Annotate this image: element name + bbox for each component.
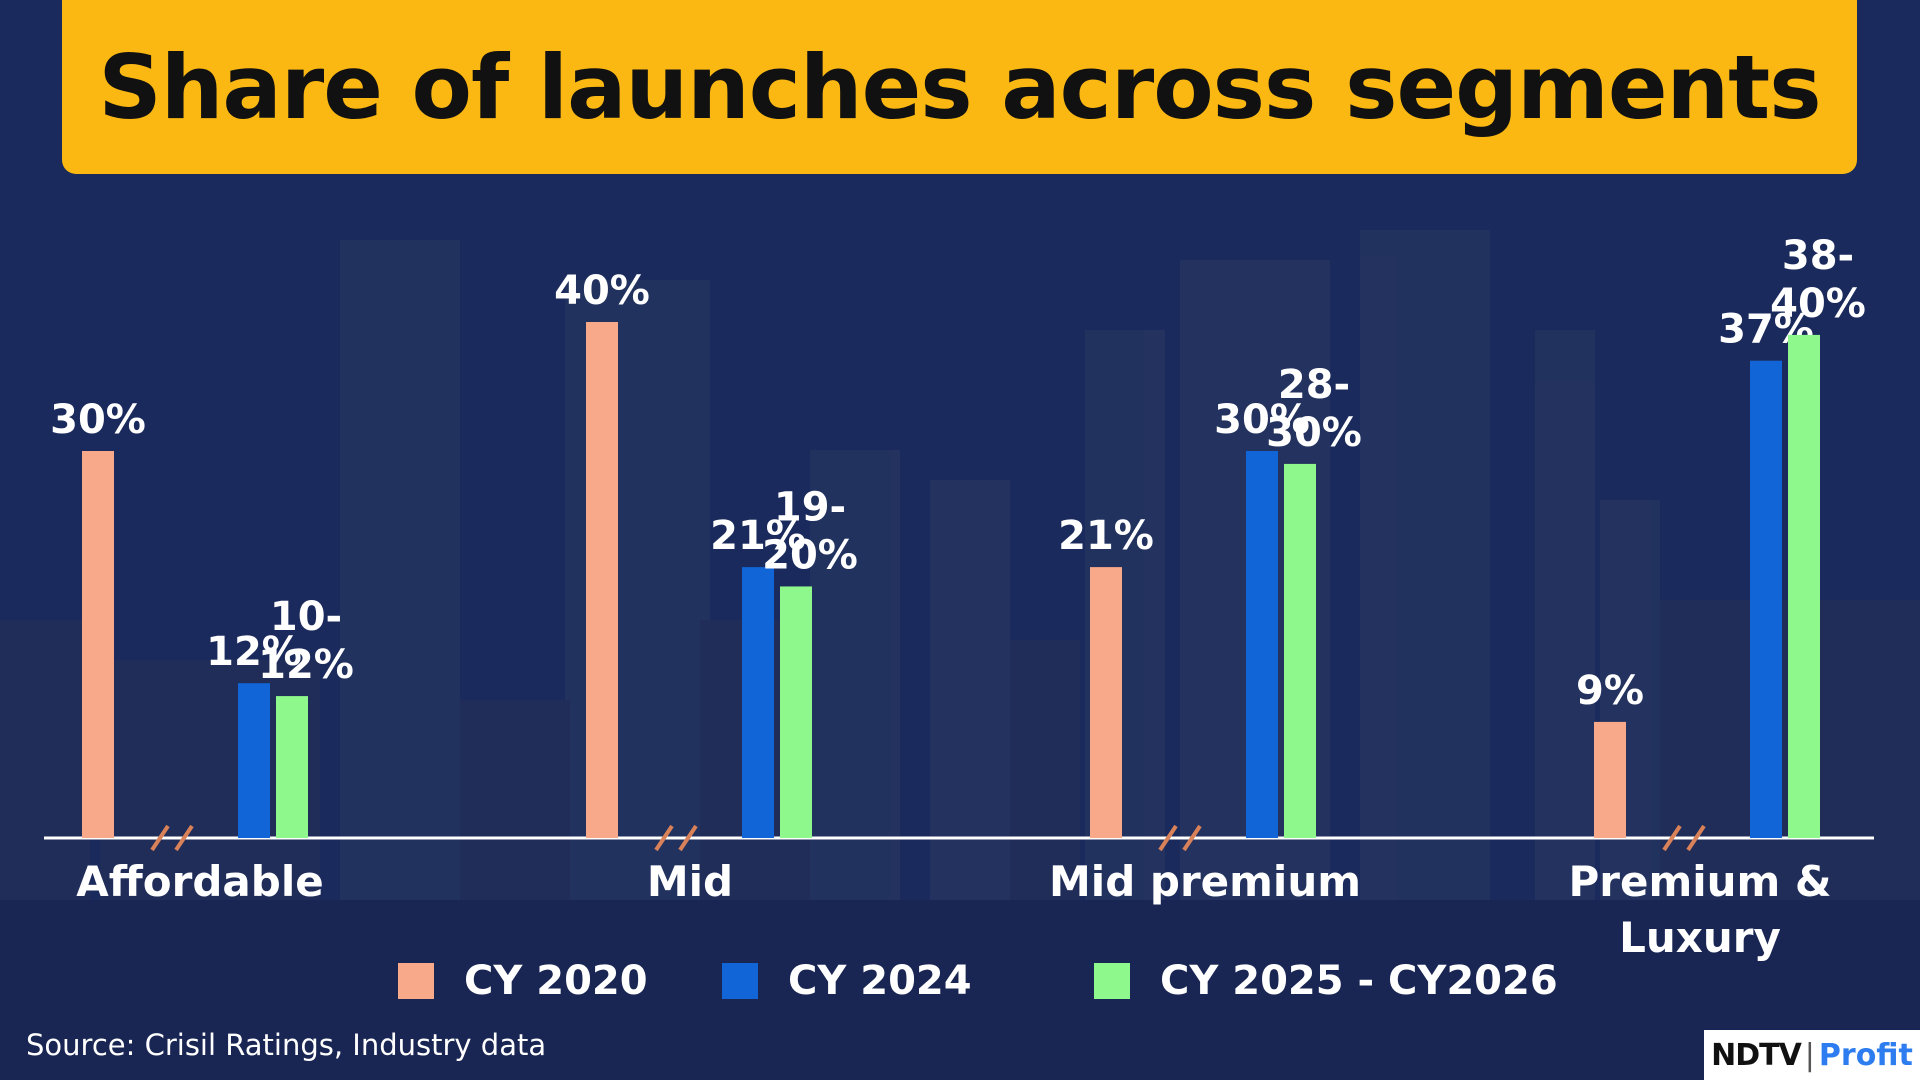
data-label: 30%	[50, 397, 146, 443]
ndtv-profit-logo: NDTV | Profit	[1704, 1030, 1920, 1080]
axis-break-mark	[1686, 824, 1706, 852]
bar-2-premium-luxury	[1750, 360, 1782, 838]
legend-item-cy2025-2026: CY 2025 - CY2026	[1094, 958, 1558, 1004]
bar-3-premium-luxury	[1788, 334, 1820, 838]
data-label: 9%	[1576, 668, 1644, 714]
bar-1-mid-premium	[1090, 567, 1122, 838]
axis-break-mark	[1662, 824, 1682, 852]
legend: CY 2020 CY 2024 CY 2025 - CY2026	[0, 958, 1920, 1014]
category-label: Mid	[647, 857, 733, 906]
legend-label-cy2024: CY 2024	[788, 958, 972, 1004]
data-label: 28-	[1278, 362, 1350, 408]
axis-break-mark	[174, 824, 194, 852]
data-label: 21%	[710, 513, 806, 559]
bar-3-affordable	[276, 696, 308, 838]
logo-product: Profit	[1818, 1037, 1913, 1073]
axis-break-mark	[1182, 824, 1202, 852]
bar-2-mid-premium	[1246, 451, 1278, 838]
logo-brand: NDTV	[1711, 1037, 1802, 1073]
chart-title: Share of launches across segments	[98, 35, 1821, 139]
bar-1-affordable	[82, 451, 114, 838]
bar-2-affordable	[238, 683, 270, 838]
bar-2-mid	[742, 567, 774, 838]
source-note: Source: Crisil Ratings, Industry data	[26, 1028, 547, 1062]
logo-separator: |	[1804, 1037, 1815, 1073]
data-label: 38-	[1782, 233, 1854, 279]
legend-label-cy2020: CY 2020	[464, 958, 648, 1004]
category-label: Luxury	[1619, 913, 1781, 962]
bar-3-mid	[780, 586, 812, 838]
axis-break-mark	[1158, 824, 1178, 852]
bar-3-mid-premium	[1284, 463, 1316, 838]
data-label: 40%	[1770, 281, 1866, 327]
data-label: 30%	[1266, 410, 1362, 456]
axis-break-mark	[654, 824, 674, 852]
bar-1-mid	[586, 322, 618, 838]
axis-break-mark	[150, 824, 170, 852]
category-label: Mid premium	[1049, 857, 1361, 906]
legend-label-cy2025-2026: CY 2025 - CY2026	[1160, 958, 1558, 1004]
legend-swatch-cy2020	[398, 963, 434, 999]
title-banner: Share of launches across segments	[62, 0, 1857, 174]
data-label: 12%	[206, 629, 302, 675]
legend-swatch-cy2025-2026	[1094, 963, 1130, 999]
data-label: 40%	[554, 268, 650, 314]
data-label: 10-	[270, 594, 342, 640]
legend-swatch-cy2024	[722, 963, 758, 999]
category-label: Affordable	[76, 857, 323, 906]
category-label: Premium &	[1568, 857, 1831, 906]
legend-item-cy2020: CY 2020	[398, 958, 648, 1004]
data-label: 12%	[258, 642, 354, 688]
data-label: 21%	[1058, 513, 1154, 559]
axis-break-mark	[678, 824, 698, 852]
data-label: 20%	[762, 532, 858, 578]
legend-item-cy2024: CY 2024	[722, 958, 972, 1004]
bar-1-premium-luxury	[1594, 721, 1626, 838]
data-label: 19-	[774, 484, 846, 530]
data-label: 30%	[1214, 397, 1310, 443]
